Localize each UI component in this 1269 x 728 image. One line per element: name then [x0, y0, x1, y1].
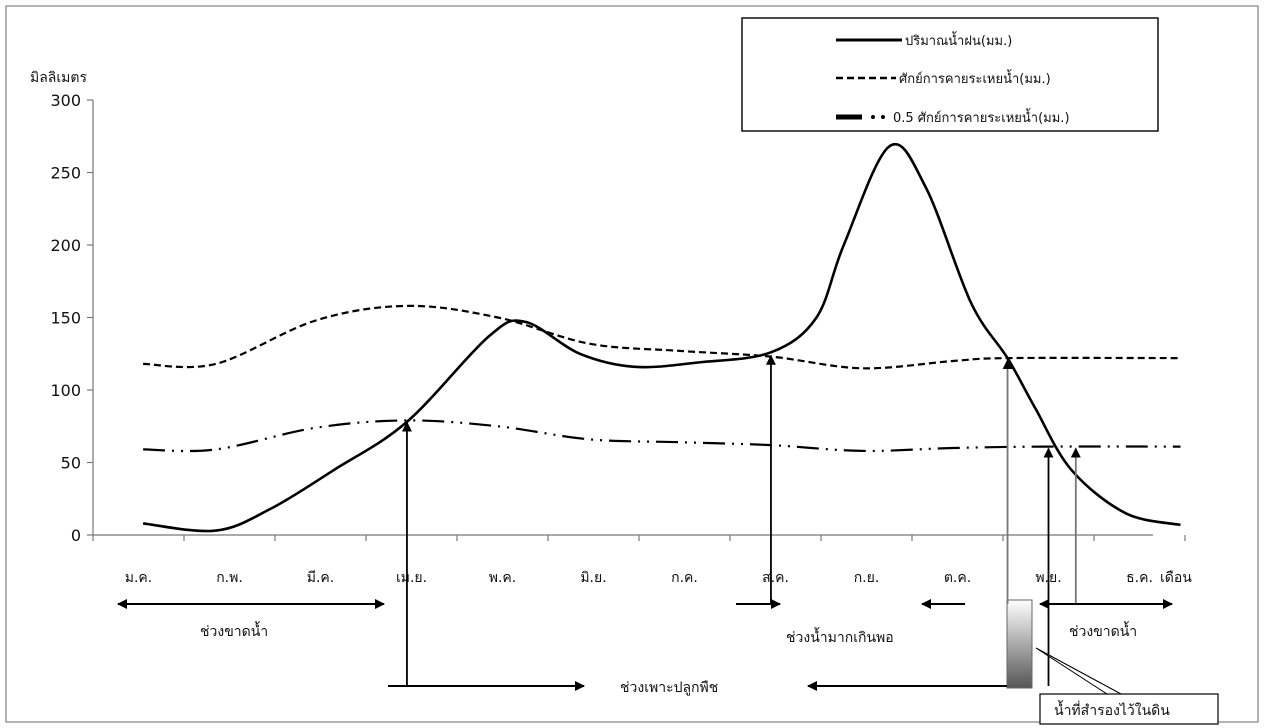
legend: ปริมาณน้ำฝน(มม.) ศักย์การคายระเหยน้ำ(มม.…	[741, 17, 1159, 132]
x-tick-label: เม.ย.	[396, 570, 427, 586]
legend-label-half-pet: 0.5 ศักย์การคายระเหยน้ำ(มม.)	[893, 108, 1070, 126]
pet-line	[143, 304, 1181, 370]
y-tick-label: 0	[71, 526, 81, 545]
x-tick-label: ธ.ค.	[1126, 570, 1153, 586]
rainfall-line	[142, 143, 1181, 533]
x-tick-label: ก.ย.	[854, 570, 880, 586]
y-tick-group: 0 50 100 150 200 250 300	[50, 91, 93, 545]
x-axis-label: เดือน	[1160, 570, 1192, 586]
y-tick-label: 150	[50, 309, 81, 328]
callout-box	[1039, 693, 1219, 725]
growing-label: ช่วงเพาะปลูกพืช	[620, 680, 718, 696]
deficit-label-right: ช่วงขาดน้ำ	[1069, 621, 1137, 640]
storage-label: น้ำที่สำรองไว้ในดิน	[1054, 700, 1170, 719]
storage-callout: น้ำที่สำรองไว้ในดิน	[1035, 647, 1219, 725]
legend-swatch-half-pet-dot2	[881, 115, 885, 119]
x-tick-label: ก.ค.	[671, 570, 698, 586]
y-tick-label: 50	[61, 454, 81, 473]
series-group	[142, 143, 1181, 533]
y-tick-label: 300	[50, 91, 81, 110]
x-tick-label: ส.ค.	[762, 570, 789, 586]
legend-swatch-half-pet-dot1	[871, 115, 875, 119]
deficit-label-left: ช่วงขาดน้ำ	[200, 621, 268, 640]
legend-box	[741, 17, 1159, 132]
y-axis-label: มิลลิเมตร	[30, 70, 87, 86]
x-tick-label: มิ.ย.	[580, 570, 606, 586]
y-tick-label: 100	[50, 381, 81, 400]
legend-label-pet: ศักย์การคายระเหยน้ำ(มม.)	[899, 69, 1051, 87]
y-tick-label: 200	[50, 236, 81, 255]
x-tick-group: ม.ค. ก.พ. มี.ค. เม.ย. พ.ค. มิ.ย. ก.ค. ส.ค. ก.ย. ต…	[92, 535, 1186, 586]
x-tick-label: มี.ค.	[307, 570, 335, 586]
legend-label-rainfall: ปริมาณน้ำฝน(มม.)	[905, 31, 1012, 49]
horizontal-arrow-group: ช่วงขาดน้ำ ช่วงน้ำมากเกินพอ ช่วงขาดน้ำ ช…	[117, 599, 1173, 696]
soil-storage-bar	[1006, 599, 1033, 689]
x-tick-label: ต.ค.	[944, 570, 971, 586]
half-pet-line	[143, 419, 1181, 453]
y-tick-label: 250	[50, 164, 81, 183]
x-tick-label: พ.ค.	[489, 570, 517, 586]
x-tick-label: ก.พ.	[216, 570, 243, 586]
vertical-arrow-group	[401, 354, 1081, 686]
surplus-label: ช่วงน้ำมากเกินพอ	[786, 627, 894, 646]
x-tick-label: ม.ค.	[125, 570, 153, 586]
